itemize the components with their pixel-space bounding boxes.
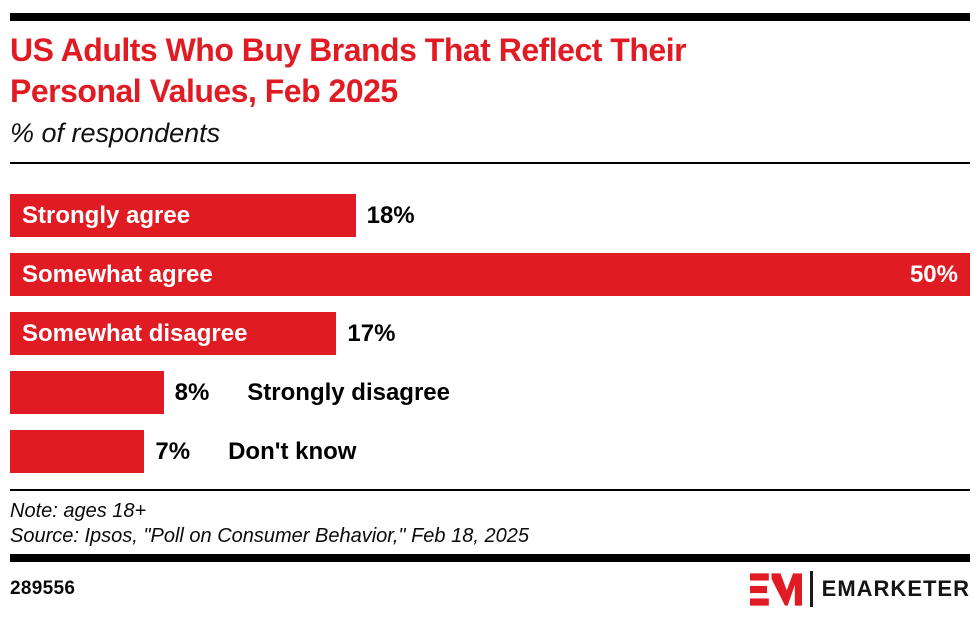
bar-chart: Strongly agree 18% Somewhat agree 50% So…	[10, 194, 970, 473]
bar-value-outside: 8%	[174, 378, 210, 406]
chart-title-line-1: US Adults Who Buy Brands That Reflect Th…	[10, 32, 687, 68]
header-divider	[10, 162, 970, 164]
brand-logo: EMARKETER	[749, 571, 970, 607]
chart-source: Source: Ipsos, "Poll on Consumer Behavio…	[10, 525, 529, 547]
bar	[10, 371, 164, 414]
bar: Strongly agree	[10, 194, 356, 237]
bar	[10, 430, 145, 473]
logo-divider	[809, 571, 813, 607]
bar-label-inside: Strongly agree	[22, 201, 191, 229]
bar-row: Strongly agree 18%	[10, 194, 970, 237]
bottom-rule	[10, 554, 970, 562]
bar: Somewhat disagree	[10, 312, 337, 355]
bar-label-inside: Somewhat agree	[22, 260, 213, 288]
chart-title: US Adults Who Buy Brands That Reflect Th…	[10, 30, 970, 112]
bar-row: 8% Strongly disagree	[10, 371, 970, 414]
bar-value-inside: 50%	[909, 260, 958, 288]
bar-value-outside: 18%	[366, 201, 415, 229]
brand-wordmark: EMARKETER	[821, 576, 970, 601]
notes-block: Note: ages 18+ Source: Ipsos, "Poll on C…	[10, 499, 970, 549]
em-monogram-icon	[749, 572, 802, 606]
chart-title-line-2: Personal Values, Feb 2025	[10, 73, 398, 109]
chart-subtitle: % of respondents	[10, 118, 221, 148]
bar-row: Somewhat disagree 17%	[10, 312, 970, 355]
bar-label-outside: Don't know	[228, 437, 357, 465]
bar-row: 7% Don't know	[10, 430, 970, 473]
chart-note: Note: ages 18+	[10, 500, 147, 522]
bar-value-outside: 7%	[155, 437, 191, 465]
bar-value-outside: 17%	[347, 319, 396, 347]
bar: Somewhat agree 50%	[10, 253, 970, 296]
bar-row: Somewhat agree 50%	[10, 253, 970, 296]
bar-label-inside: Somewhat disagree	[22, 319, 248, 347]
top-rule	[10, 13, 970, 21]
footer: 289556 EMARKETER	[10, 571, 970, 607]
footer-divider	[10, 489, 970, 491]
bar-label-outside: Strongly disagree	[247, 378, 451, 406]
chart-id: 289556	[10, 578, 76, 599]
